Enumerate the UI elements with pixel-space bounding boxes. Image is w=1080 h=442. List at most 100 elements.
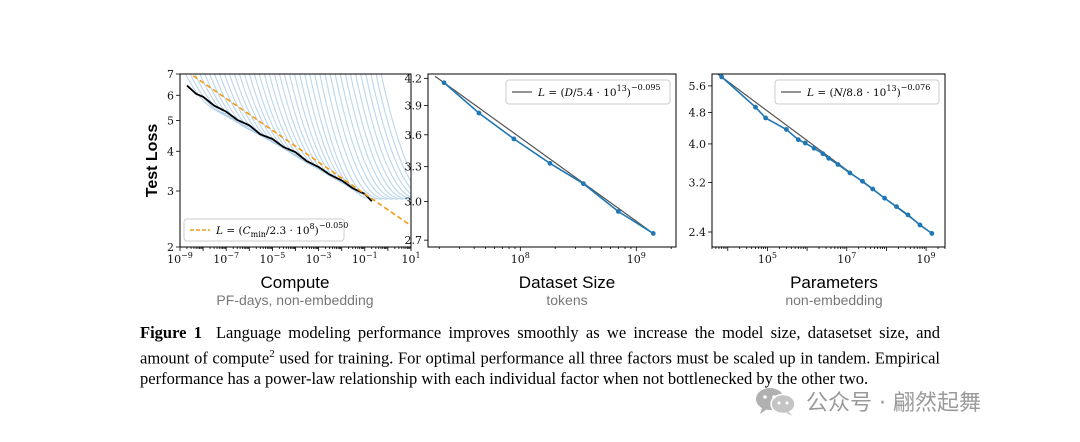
chart-panel-3: 105 107 109 2.4 3.2 4.0 4.8 5.6 Parametersnon-em… xyxy=(689,73,946,308)
x-tick-label: 108 xyxy=(511,251,530,266)
run-curve xyxy=(299,74,355,188)
run-curve xyxy=(314,74,372,200)
data-point xyxy=(650,231,656,236)
fit-line xyxy=(189,74,411,227)
legend-label: L = (Cmin/2.3 · 108)−0.050 xyxy=(215,221,348,239)
y-tick-label: 6 xyxy=(167,89,174,102)
data-point xyxy=(441,80,447,86)
run-curve xyxy=(354,74,411,200)
legend-label: L = (N/8.8 · 1013)−0.076 xyxy=(806,83,930,99)
watermark-text: 公众号 · 翩然起舞 xyxy=(806,391,981,416)
data-point xyxy=(802,140,808,146)
data-point xyxy=(511,136,517,142)
x-tick-label: 10−5 xyxy=(260,251,286,266)
run-curve xyxy=(339,74,398,200)
x-axis-title: Dataset Size xyxy=(519,273,615,292)
caption-label: Figure 1 xyxy=(140,323,202,342)
data-point xyxy=(763,115,769,121)
data-point xyxy=(847,170,853,176)
run-curve xyxy=(288,74,345,182)
x-tick-label: 10−9 xyxy=(167,251,193,266)
y-tick-label: 3.2 xyxy=(689,176,707,189)
run-curve xyxy=(370,74,411,190)
data-point xyxy=(894,204,899,210)
legend-label: L = (D/5.4 · 1013)−0.095 xyxy=(537,83,661,99)
data-point xyxy=(783,127,789,132)
caption-text: Language modeling performance improves s… xyxy=(140,323,940,367)
plot-area xyxy=(716,74,935,236)
data-point xyxy=(719,74,725,80)
data-point xyxy=(917,222,923,228)
x-tick-label: 10−7 xyxy=(213,251,239,266)
y-tick-label: 3.0 xyxy=(405,196,423,209)
data-point xyxy=(905,212,911,218)
run-curve xyxy=(304,74,361,192)
legend: L = (D/5.4 · 1013)−0.095 xyxy=(505,79,671,105)
data-point xyxy=(929,231,935,236)
run-curve xyxy=(199,74,248,124)
y-tick-label: 7 xyxy=(167,68,174,81)
caption-text-rest: used for training. For optimal performan… xyxy=(140,348,940,388)
wechat-icon xyxy=(756,388,796,416)
data-point xyxy=(795,137,801,143)
chart-panel-1: 10−9 10−7 10−5 10−3 10−1 101 2 3 4 5 6 7 ComputePF-d… xyxy=(144,68,421,308)
x-tick-label: 105 xyxy=(758,251,777,266)
data-point xyxy=(820,151,826,157)
legend-box xyxy=(774,79,940,105)
y-tick-label: 4 xyxy=(167,145,174,158)
run-curve xyxy=(204,74,253,128)
y-tick-label: 2.4 xyxy=(689,226,707,239)
run-curve xyxy=(334,74,393,200)
run-curve xyxy=(375,74,411,183)
x-axis-subtitle: non-embedding xyxy=(785,292,882,308)
y-tick-label: 4.0 xyxy=(689,138,707,151)
y-tick-label: 4.2 xyxy=(405,72,423,85)
legend-box xyxy=(183,218,345,242)
y-tick-label: 4.8 xyxy=(689,106,707,119)
run-curve xyxy=(349,74,409,200)
data-point xyxy=(882,195,888,201)
watermark: 公众号 · 翩然起舞 xyxy=(754,384,981,418)
caption-footnote: 2 xyxy=(269,347,275,360)
x-tick-label: 107 xyxy=(837,251,856,266)
x-tick-label: 10−3 xyxy=(306,251,332,266)
data-point xyxy=(826,155,832,161)
run-curve xyxy=(344,74,404,200)
plot-frame xyxy=(427,73,677,248)
plot-frame xyxy=(711,73,946,248)
data-point xyxy=(870,186,876,192)
plot-area xyxy=(434,75,656,236)
y-tick-label: 2 xyxy=(167,241,174,254)
frontier-line xyxy=(186,84,373,202)
x-tick-label: 101 xyxy=(401,251,420,266)
figure-charts: 10−9 10−7 10−5 10−3 10−1 101 2 3 4 5 6 7 ComputePF-d… xyxy=(144,68,946,308)
y-tick-label: 5 xyxy=(167,114,174,127)
fit-line xyxy=(434,75,654,234)
data-point xyxy=(547,160,553,166)
legend: L = (Cmin/2.3 · 108)−0.050 xyxy=(183,218,348,242)
run-curve xyxy=(360,74,411,199)
x-tick-label: 109 xyxy=(917,251,936,266)
y-tick-label: 2.7 xyxy=(405,234,423,247)
y-tick-label: 3 xyxy=(167,185,174,198)
y-tick-label: 3.3 xyxy=(405,161,423,174)
y-tick-label: 5.6 xyxy=(689,80,707,93)
y-axis-title: Test Loss xyxy=(144,124,161,198)
run-curve xyxy=(283,74,339,179)
plot-area xyxy=(184,74,411,227)
x-axis-title: Parameters xyxy=(790,273,878,292)
x-axis-title: Compute xyxy=(261,273,330,292)
data-point xyxy=(860,178,865,184)
run-curve xyxy=(329,74,388,200)
legend: L = (N/8.8 · 1013)−0.076 xyxy=(774,79,940,105)
data-point xyxy=(835,162,841,167)
run-curve xyxy=(380,74,411,174)
data-point xyxy=(615,209,621,214)
data-point xyxy=(581,181,586,187)
legend-box xyxy=(505,79,671,105)
data-point xyxy=(753,104,758,110)
x-tick-label: 10−1 xyxy=(352,251,378,266)
run-curve xyxy=(184,74,231,115)
y-tick-label: 3.9 xyxy=(405,99,423,112)
run-curve xyxy=(365,74,411,195)
